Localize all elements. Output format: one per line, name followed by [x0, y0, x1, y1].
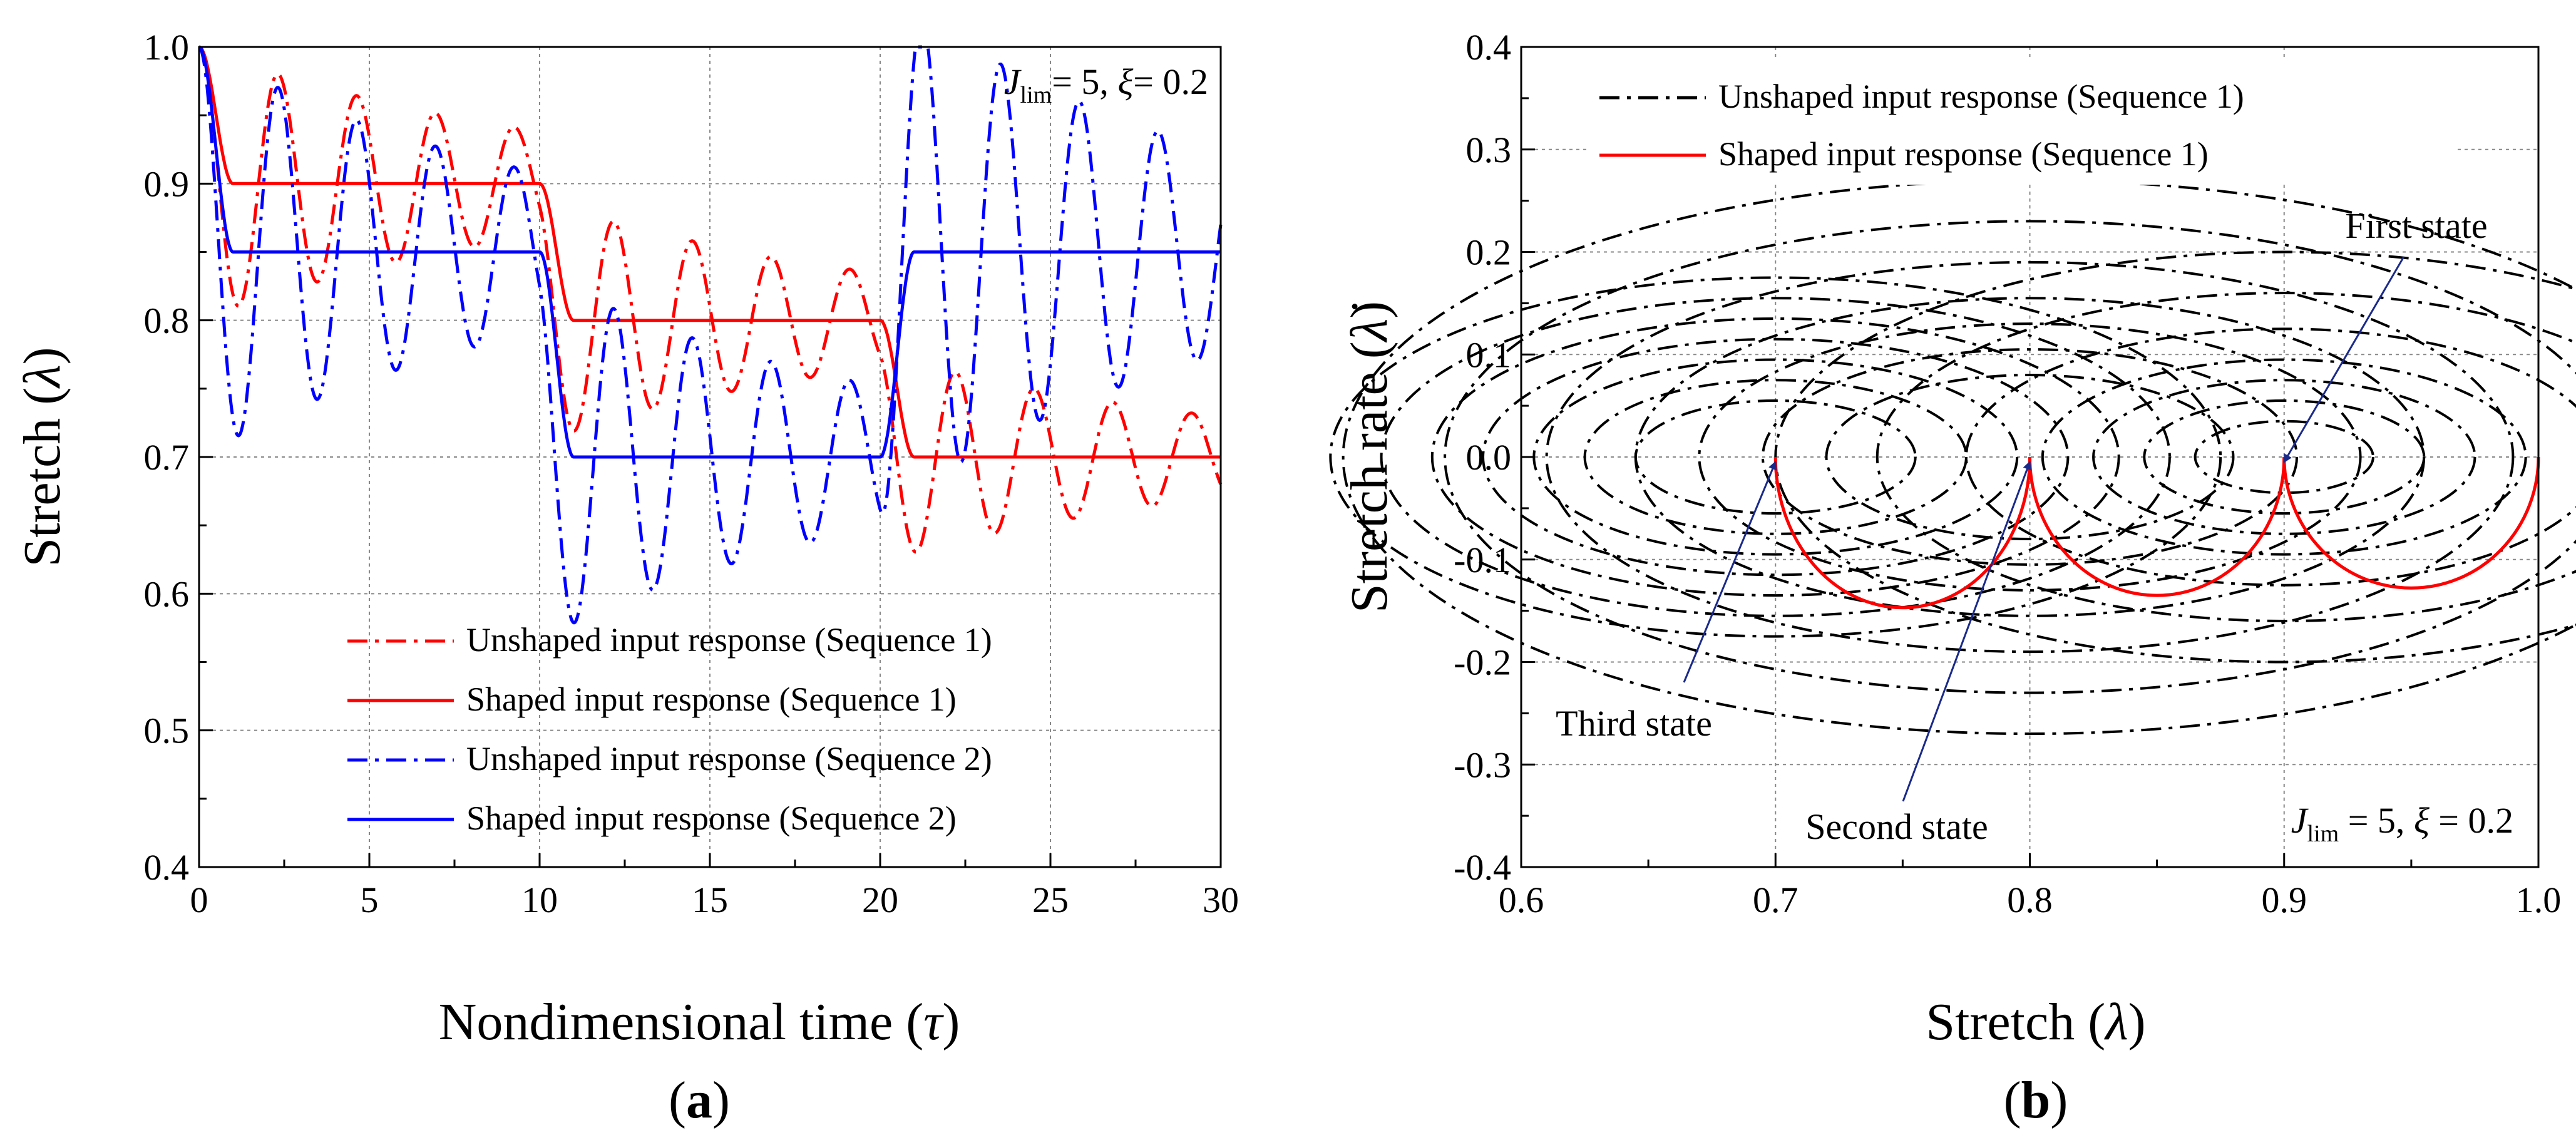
legend-background — [1590, 59, 2454, 185]
y-tick-label: 0.8 — [144, 300, 190, 341]
panel-b: 0.6 0.7 0.8 0.9 1.0 -0.4 -0.3 -0.2 -0.1 0.0 0.1 0.2… — [1329, 27, 2576, 1129]
x-tick-label: 0 — [190, 880, 208, 920]
shaped-arc — [2028, 456, 2286, 597]
orbit-circle — [2092, 379, 2476, 535]
panel-a-annotation: Jlim= 5, ξ= 0.2 — [1004, 61, 1208, 108]
legend-label: Unshaped input response (Sequence 2) — [466, 740, 992, 778]
y-tick-label: 0.9 — [144, 163, 190, 204]
y-tick-label: -0.3 — [1454, 744, 1511, 785]
legend-label: Shaped input response (Sequence 2) — [466, 799, 957, 837]
y-tick-label: -0.4 — [1454, 847, 1511, 888]
orbit-circle — [1876, 292, 2576, 622]
x-tick-label: 1.0 — [2516, 880, 2562, 920]
panel-a-ticks: 0 5 10 15 20 25 30 0.4 0.5 0.6 0.7 0.8 0.9 1.0 — [144, 27, 1239, 920]
shaped-arc — [1773, 456, 2031, 610]
state-arrow — [1683, 461, 1777, 683]
legend-label: Shaped input response (Sequence 1) — [466, 680, 957, 718]
panel-b-state-annotations: First state Second state Third state — [1556, 205, 2487, 847]
x-tick-label: 5 — [361, 880, 379, 920]
orbit-circle — [2041, 358, 2527, 556]
y-tick-label: 0.4 — [144, 847, 190, 888]
y-tick-label: 0.5 — [144, 711, 190, 751]
orbit-circle — [1761, 348, 2299, 566]
orbit-circle — [1430, 317, 2120, 597]
legend-label: Unshaped input response (Sequence 1) — [1718, 78, 2244, 115]
panel-b-label: (b) — [2004, 1071, 2068, 1129]
state-arrow — [1902, 461, 2031, 802]
y-tick-label: 0.4 — [1466, 27, 1512, 68]
series-line — [198, 45, 1221, 459]
orbit-circle — [2143, 399, 2426, 515]
panel-a-plot-area — [198, 45, 1223, 625]
panel-b-legend: Unshaped input response (Sequence 1) Shap… — [1590, 59, 2454, 185]
legend-label: Shaped input response (Sequence 1) — [1718, 135, 2209, 173]
y-tick-label: 1.0 — [144, 27, 190, 68]
y-tick-label: 0.7 — [144, 437, 190, 478]
orbit-circle — [2194, 419, 2374, 495]
panel-b-ylabel: Stretch rate (λ̇) — [1340, 301, 1398, 613]
x-tick-label: 0.6 — [1499, 880, 1544, 920]
orbit-circle — [1329, 276, 2222, 638]
x-tick-label: 0.9 — [2262, 880, 2307, 920]
x-tick-label: 15 — [692, 880, 728, 920]
panel-b-xlabel: Stretch (λ) — [1926, 993, 2145, 1051]
series-line — [198, 45, 1223, 554]
orbit-circle — [1825, 374, 2235, 540]
orbit-circle — [1444, 220, 2576, 694]
panel-a-xlabel: Nondimensional time (τ) — [439, 993, 960, 1051]
x-tick-label: 20 — [862, 880, 898, 920]
state-label: Second state — [1805, 806, 1988, 847]
x-tick-label: 30 — [1203, 880, 1239, 920]
panel-a: 0 5 10 15 20 25 30 0.4 0.5 0.6 0.7 0.8 0.9 1.0 Jlim= … — [13, 27, 1239, 1129]
y-tick-label: 0.1 — [1466, 334, 1512, 375]
panel-b-ticks: 0.6 0.7 0.8 0.9 1.0 -0.4 -0.3 -0.2 -0.1 0.0 0.1 0.2… — [1454, 27, 2561, 920]
orbit-circle — [1698, 322, 2362, 592]
y-tick-label: 0.6 — [144, 573, 190, 614]
y-tick-label: -0.2 — [1454, 642, 1511, 683]
y-tick-label: 0.0 — [1466, 437, 1512, 478]
x-tick-label: 0.8 — [2007, 880, 2053, 920]
y-tick-label: -0.1 — [1454, 540, 1511, 580]
orbit-circle — [1545, 260, 2515, 654]
shaped-arc — [2282, 456, 2540, 590]
series-line — [198, 45, 1223, 625]
state-arrow — [2283, 256, 2405, 463]
y-tick-label: 0.2 — [1466, 232, 1512, 273]
panel-a-ylabel: Stretch (λ) — [13, 347, 71, 567]
x-tick-label: 10 — [521, 880, 558, 920]
orbit-circle — [1482, 337, 2070, 577]
x-tick-label: 25 — [1032, 880, 1069, 920]
orbit-circle — [1965, 327, 2576, 587]
orbit-circle — [1583, 379, 1968, 535]
state-label: Third state — [1556, 703, 1712, 744]
panel-a-label: (a) — [669, 1071, 730, 1129]
panel-a-legend: Unshaped input response (Sequence 1) Shap… — [347, 621, 992, 837]
panel-b-plot-area — [1329, 179, 2576, 735]
state-label: First state — [2345, 205, 2487, 246]
y-tick-label: 0.3 — [1466, 130, 1512, 170]
legend-label: Unshaped input response (Sequence 1) — [466, 621, 992, 659]
x-tick-label: 0.7 — [1753, 880, 1799, 920]
panel-b-annotation: Jlim = 5, ξ = 0.2 — [2291, 800, 2513, 847]
orbit-circle — [1380, 297, 2171, 617]
